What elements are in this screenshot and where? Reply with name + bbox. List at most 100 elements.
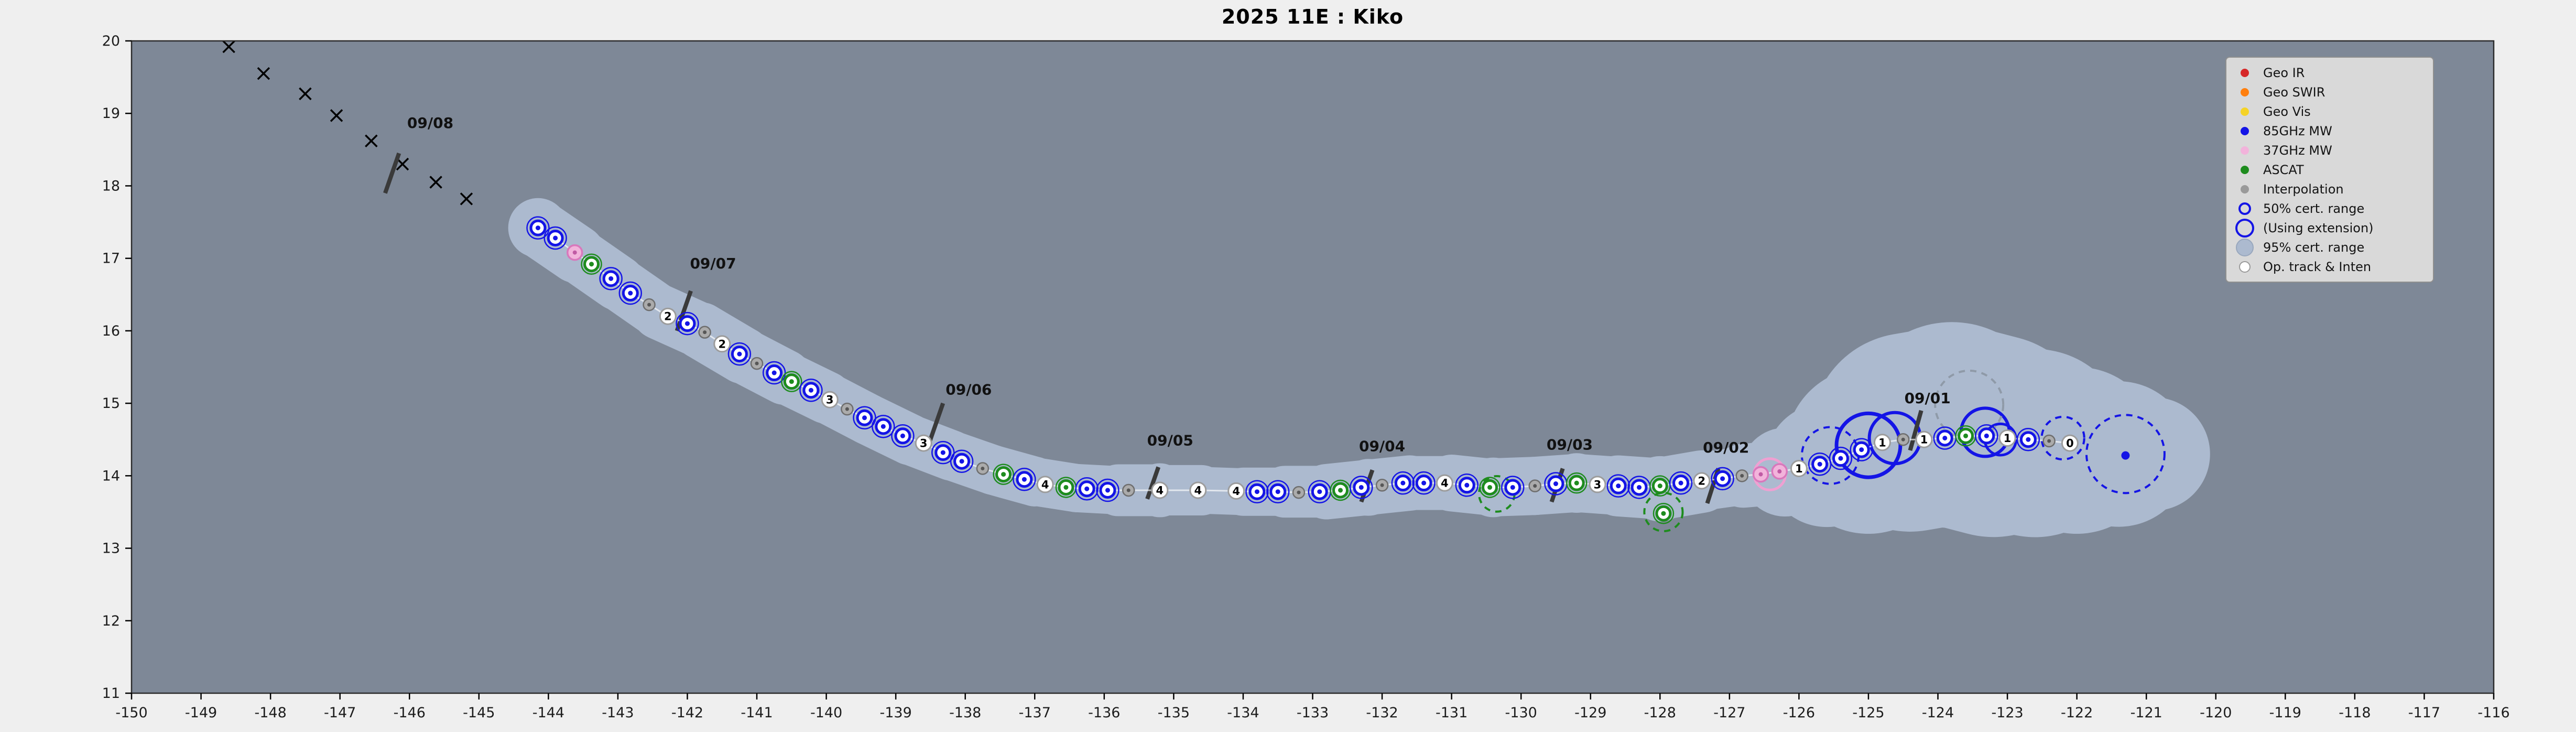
svg-text:-116: -116 [2477, 705, 2509, 721]
svg-text:-135: -135 [1158, 705, 1190, 721]
85ghz-mw-dot-icon [2241, 126, 2249, 135]
svg-text:-150: -150 [115, 705, 147, 721]
svg-text:-144: -144 [532, 705, 564, 721]
svg-text:3: 3 [920, 437, 928, 450]
svg-text:4: 4 [1156, 484, 1164, 497]
svg-text:14: 14 [102, 468, 120, 484]
svg-text:-146: -146 [394, 705, 426, 721]
legend-item: Geo IR [2226, 63, 2433, 82]
svg-text:-130: -130 [1505, 705, 1537, 721]
svg-text:16: 16 [102, 323, 120, 339]
legend-item: 85GHz MW [2226, 121, 2433, 141]
svg-text:2: 2 [718, 338, 726, 350]
geo-ir-dot-icon [2241, 68, 2249, 77]
legend: Geo IR Geo SWIR Geo Vis 85GHz MW 37GHz M… [2225, 57, 2434, 283]
svg-text:18: 18 [102, 178, 120, 194]
svg-text:-145: -145 [463, 705, 495, 721]
svg-text:-131: -131 [1436, 705, 1468, 721]
legend-item-label: Geo SWIR [2263, 84, 2325, 100]
svg-text:-121: -121 [2131, 705, 2162, 721]
geo-vis-dot-icon [2241, 107, 2249, 116]
legend-item-label: Geo IR [2263, 65, 2305, 80]
legend-item: Geo Vis [2226, 102, 2433, 121]
svg-text:0: 0 [2066, 437, 2074, 450]
cert95-range-patch-icon [2236, 238, 2254, 256]
svg-text:1: 1 [1878, 436, 1886, 449]
svg-text:09/04: 09/04 [1359, 437, 1405, 455]
svg-text:-129: -129 [1574, 705, 1606, 721]
legend-item-label: 85GHz MW [2263, 123, 2332, 138]
svg-text:-127: -127 [1713, 705, 1745, 721]
svg-text:-128: -128 [1644, 705, 1676, 721]
svg-text:09/03: 09/03 [1547, 436, 1593, 454]
ascat-dot-icon [2241, 165, 2249, 174]
svg-text:4: 4 [1232, 485, 1240, 498]
cert50-extension-ring-icon [2235, 218, 2254, 238]
svg-text:15: 15 [102, 395, 120, 412]
svg-text:09/02: 09/02 [1703, 439, 1749, 456]
svg-text:-148: -148 [254, 705, 286, 721]
svg-text:09/07: 09/07 [690, 255, 736, 272]
svg-text:09/01: 09/01 [1905, 390, 1951, 407]
legend-item-label: Interpolation [2263, 181, 2344, 197]
svg-text:-133: -133 [1297, 705, 1329, 721]
svg-text:19: 19 [102, 105, 120, 122]
svg-text:-140: -140 [810, 705, 842, 721]
svg-text:-139: -139 [880, 705, 912, 721]
svg-text:-137: -137 [1019, 705, 1051, 721]
svg-text:-134: -134 [1227, 705, 1259, 721]
svg-text:20: 20 [102, 33, 120, 49]
svg-text:09/06: 09/06 [945, 381, 992, 399]
legend-item: 50% cert. range [2226, 199, 2433, 218]
svg-text:-147: -147 [324, 705, 356, 721]
svg-text:-142: -142 [671, 705, 703, 721]
legend-item: (Using extension) [2226, 218, 2433, 238]
svg-text:12: 12 [102, 613, 120, 629]
legend-item-label: (Using extension) [2263, 220, 2374, 235]
svg-text:-120: -120 [2200, 705, 2232, 721]
svg-text:09/08: 09/08 [407, 114, 453, 132]
svg-text:-149: -149 [185, 705, 217, 721]
svg-text:-119: -119 [2269, 705, 2301, 721]
svg-text:2: 2 [664, 310, 672, 323]
37ghz-mw-dot-icon [2241, 146, 2249, 155]
svg-text:09/05: 09/05 [1147, 432, 1193, 449]
svg-text:-132: -132 [1366, 705, 1398, 721]
geo-swir-dot-icon [2241, 88, 2249, 96]
legend-item: ASCAT [2226, 160, 2433, 179]
svg-text:3: 3 [1594, 478, 1602, 491]
legend-item-label: 50% cert. range [2263, 201, 2365, 216]
svg-text:3: 3 [826, 394, 834, 406]
svg-text:-141: -141 [741, 705, 773, 721]
svg-text:11: 11 [102, 685, 120, 702]
op-track-dot-icon [2239, 261, 2251, 273]
svg-text:-138: -138 [949, 705, 981, 721]
legend-item: Geo SWIR [2226, 82, 2433, 102]
svg-text:-126: -126 [1783, 705, 1815, 721]
legend-item: Interpolation [2226, 179, 2433, 199]
svg-text:1: 1 [1920, 434, 1928, 446]
svg-text:4: 4 [1194, 484, 1202, 497]
svg-text:-118: -118 [2339, 705, 2371, 721]
cert50-range-ring-icon [2238, 202, 2251, 215]
svg-text:-124: -124 [1922, 705, 1954, 721]
svg-text:-136: -136 [1088, 705, 1120, 721]
svg-text:-125: -125 [1852, 705, 1884, 721]
chart-title: 2025 11E : Kiko [1221, 5, 1404, 28]
svg-text:17: 17 [102, 251, 120, 267]
svg-text:13: 13 [102, 541, 120, 557]
legend-item-label: ASCAT [2263, 162, 2304, 177]
svg-text:-123: -123 [1991, 705, 2023, 721]
legend-item: 95% cert. range [2226, 238, 2433, 257]
svg-text:-143: -143 [602, 705, 634, 721]
svg-text:1: 1 [2004, 432, 2012, 445]
legend-item-label: Op. track & Inten [2263, 259, 2372, 274]
legend-item-label: 95% cert. range [2263, 240, 2365, 255]
svg-text:1: 1 [1795, 462, 1803, 475]
legend-item-label: 37GHz MW [2263, 143, 2332, 158]
svg-text:2: 2 [1698, 475, 1706, 488]
legend-item: 37GHz MW [2226, 141, 2433, 160]
svg-text:-122: -122 [2061, 705, 2093, 721]
